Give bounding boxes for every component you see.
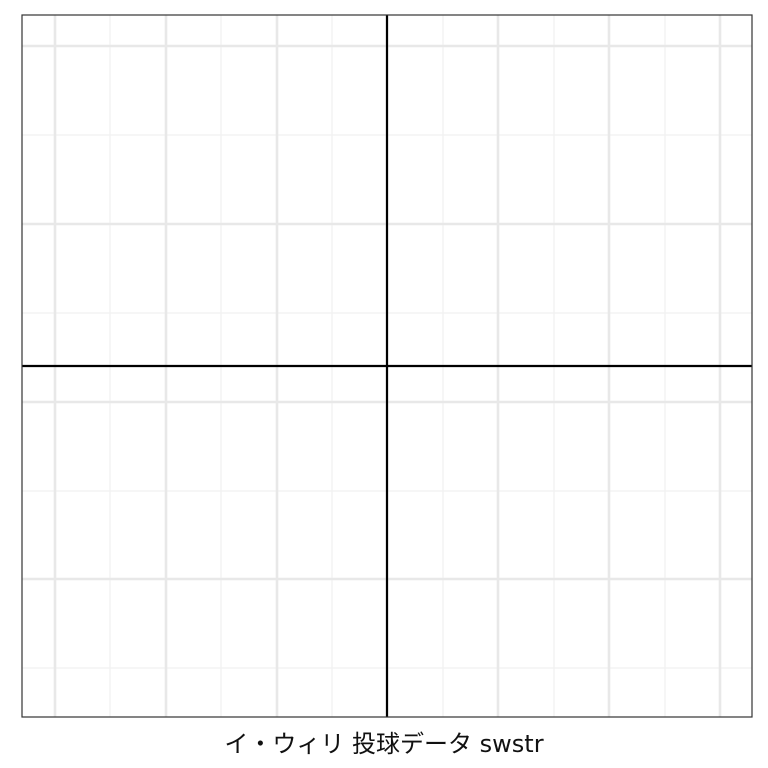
plot-panel-border [21, 14, 753, 718]
x-axis-label: イ・ウィリ 投球データ swstr [224, 730, 544, 758]
